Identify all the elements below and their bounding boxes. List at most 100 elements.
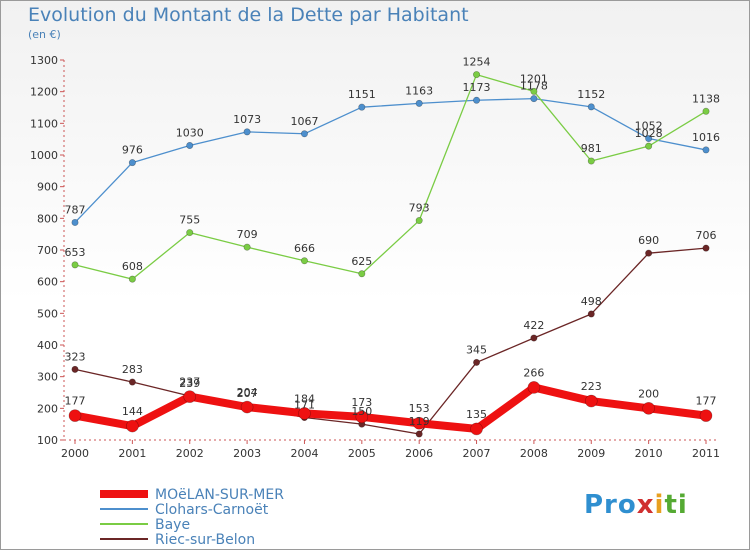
- legend-label-clohars-carno-t: Clohars-Carnoët: [155, 502, 269, 518]
- data-label-mo-lan-sur-mer: 200: [638, 387, 659, 400]
- y-tick-label: 1200: [30, 86, 58, 99]
- x-tick-label: 2008: [520, 447, 548, 460]
- data-label-riec-sur-belon: 323: [65, 350, 86, 363]
- x-tick-label: 2006: [405, 447, 433, 460]
- data-label-baye: 1201: [520, 72, 548, 85]
- data-label-clohars-carno-t: 1163: [405, 84, 433, 97]
- data-point-clohars-carno-t: [243, 128, 251, 136]
- chart-title: Evolution du Montant de la Dette par Hab…: [28, 4, 469, 26]
- data-point-baye: [473, 71, 481, 79]
- x-tick-label: 2004: [290, 447, 318, 460]
- data-label-clohars-carno-t: 976: [122, 144, 143, 157]
- data-label-clohars-carno-t: 787: [65, 203, 86, 216]
- y-tick-label: 200: [37, 402, 58, 415]
- legend: MOëLAN-SUR-MERClohars-CarnoëtBayeRiec-su…: [100, 487, 284, 548]
- legend-label-baye: Baye: [155, 517, 190, 533]
- data-point-baye: [300, 257, 308, 265]
- data-point-baye: [702, 107, 710, 115]
- data-label-clohars-carno-t: 1067: [290, 115, 318, 128]
- series-line-clohars-carno-t: [74, 97, 707, 224]
- proxiti-logo: Proxiti: [584, 490, 688, 520]
- data-label-mo-lan-sur-mer: 144: [122, 405, 143, 418]
- data-label-riec-sur-belon: 207: [237, 387, 258, 400]
- data-label-clohars-carno-t: 1052: [635, 120, 663, 133]
- data-label-mo-lan-sur-mer: 135: [466, 408, 487, 421]
- data-label-clohars-carno-t: 1030: [176, 127, 204, 140]
- x-tick-label: 2010: [635, 447, 663, 460]
- data-label-riec-sur-belon: 239: [179, 377, 200, 390]
- x-tick-label: 2002: [176, 447, 204, 460]
- x-tick-label: 2005: [348, 447, 376, 460]
- series-layer: [68, 71, 713, 438]
- data-point-mo-lan-sur-mer: [240, 400, 254, 414]
- x-tick-label: 2000: [61, 447, 89, 460]
- data-label-mo-lan-sur-mer: 266: [523, 366, 544, 379]
- data-point-baye: [415, 217, 423, 225]
- data-point-baye: [358, 270, 366, 278]
- data-point-mo-lan-sur-mer: [298, 407, 311, 420]
- data-point-mo-lan-sur-mer: [412, 416, 426, 430]
- data-label-mo-lan-sur-mer: 177: [696, 395, 717, 408]
- data-label-clohars-carno-t: 1073: [233, 113, 261, 126]
- data-point-clohars-carno-t: [530, 95, 538, 103]
- data-label-clohars-carno-t: 1173: [463, 81, 491, 94]
- data-label-baye: 793: [409, 202, 430, 215]
- data-label-mo-lan-sur-mer: 223: [581, 380, 602, 393]
- data-point-baye: [645, 142, 653, 150]
- data-point-mo-lan-sur-mer: [527, 381, 541, 394]
- y-tick-label: 1000: [30, 149, 58, 162]
- data-point-clohars-carno-t: [186, 142, 194, 150]
- y-tick-label: 1300: [30, 54, 58, 67]
- data-point-mo-lan-sur-mer: [68, 409, 82, 422]
- x-tick-label: 2001: [118, 447, 146, 460]
- data-point-baye: [587, 157, 595, 165]
- legend-label-riec-sur-belon: Riec-sur-Belon: [155, 532, 255, 548]
- data-point-clohars-carno-t: [300, 130, 308, 138]
- series-line-riec-sur-belon: [74, 247, 707, 435]
- chart-axes: 100 200 300 400 500 600 700 800 900 1000 1100 1200 1…: [30, 54, 720, 460]
- data-label-mo-lan-sur-mer: 177: [65, 395, 86, 408]
- data-point-riec-sur-belon: [473, 358, 481, 366]
- data-point-clohars-carno-t: [645, 135, 653, 143]
- data-label-mo-lan-sur-mer: 153: [409, 402, 430, 415]
- data-point-riec-sur-belon: [587, 310, 595, 318]
- data-label-baye: 1028: [635, 127, 663, 140]
- x-tick-label: 2003: [233, 447, 261, 460]
- data-label-baye: 981: [581, 142, 602, 155]
- data-label-mo-lan-sur-mer: 237: [179, 376, 200, 389]
- data-point-riec-sur-belon: [415, 430, 423, 438]
- data-point-baye: [71, 261, 79, 269]
- data-point-mo-lan-sur-mer: [355, 410, 369, 424]
- data-label-clohars-carno-t: 1016: [692, 131, 720, 144]
- data-point-riec-sur-belon: [128, 378, 136, 386]
- data-label-mo-lan-sur-mer: 173: [351, 396, 372, 409]
- data-point-clohars-carno-t: [473, 96, 481, 104]
- data-label-riec-sur-belon: 706: [696, 229, 717, 242]
- data-point-baye: [186, 229, 194, 237]
- data-label-baye: 709: [237, 228, 258, 241]
- data-point-mo-lan-sur-mer: [584, 394, 598, 408]
- y-tick-label: 500: [37, 307, 58, 320]
- data-label-baye: 608: [122, 260, 143, 273]
- data-label-riec-sur-belon: 422: [523, 319, 544, 332]
- data-label-riec-sur-belon: 119: [409, 415, 430, 428]
- data-label-baye: 666: [294, 242, 315, 255]
- data-label-riec-sur-belon: 498: [581, 295, 602, 308]
- chart-unit-label: (en €): [28, 28, 61, 41]
- data-point-clohars-carno-t: [587, 103, 595, 111]
- data-point-baye: [128, 275, 136, 283]
- data-label-baye: 653: [65, 246, 86, 259]
- data-point-clohars-carno-t: [71, 218, 79, 226]
- data-label-mo-lan-sur-mer: 184: [294, 392, 315, 405]
- data-label-baye: 1254: [463, 56, 491, 69]
- data-point-mo-lan-sur-mer: [642, 402, 655, 415]
- y-tick-label: 800: [37, 212, 58, 225]
- data-point-clohars-carno-t: [702, 146, 710, 154]
- data-label-clohars-carno-t: 1152: [577, 88, 605, 101]
- data-label-riec-sur-belon: 690: [638, 234, 659, 247]
- series-line-baye: [74, 73, 707, 280]
- x-tick-label: 2011: [692, 447, 720, 460]
- data-label-clohars-carno-t: 1178: [520, 80, 548, 93]
- data-point-mo-lan-sur-mer: [470, 422, 483, 436]
